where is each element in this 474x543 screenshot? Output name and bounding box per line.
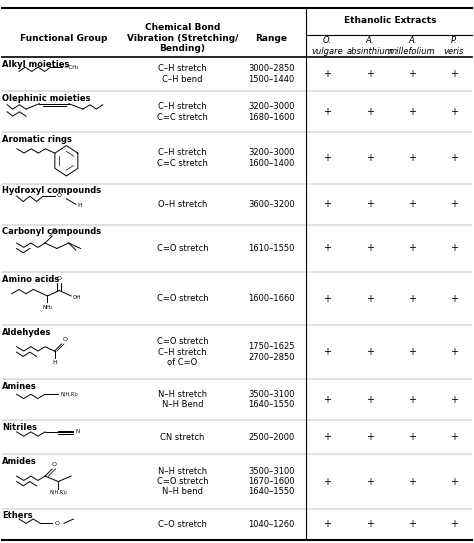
Text: +: +: [366, 294, 374, 304]
Text: O.
vulgare: O. vulgare: [311, 36, 343, 56]
Text: +: +: [323, 294, 331, 304]
Text: +: +: [323, 477, 331, 487]
Text: +: +: [323, 107, 331, 117]
Text: C–O stretch: C–O stretch: [158, 520, 207, 529]
Text: N(H,R)₂: N(H,R)₂: [60, 392, 78, 397]
Text: +: +: [409, 395, 416, 405]
Text: +: +: [366, 199, 374, 209]
Text: O: O: [55, 521, 60, 526]
Text: A.
millefolium: A. millefolium: [389, 36, 436, 56]
Text: 1600–1660: 1600–1660: [248, 294, 295, 303]
Text: +: +: [323, 432, 331, 443]
Text: O: O: [52, 462, 57, 467]
Text: H: H: [77, 204, 82, 209]
Text: 3600–3200: 3600–3200: [248, 200, 295, 209]
Text: +: +: [450, 520, 458, 529]
Text: +: +: [366, 153, 374, 163]
Text: +: +: [323, 69, 331, 79]
Text: +: +: [450, 477, 458, 487]
Text: +: +: [323, 153, 331, 163]
Text: O: O: [57, 276, 62, 281]
Text: +: +: [366, 395, 374, 405]
Text: +: +: [323, 243, 331, 254]
Text: A.
absinthium: A. absinthium: [346, 36, 393, 56]
Text: +: +: [409, 153, 416, 163]
Text: Amino acids: Amino acids: [2, 275, 60, 284]
Text: +: +: [366, 477, 374, 487]
Text: N–H stretch
N–H Bend: N–H stretch N–H Bend: [158, 390, 207, 409]
Text: Amines: Amines: [2, 382, 37, 391]
Text: C=O stretch: C=O stretch: [157, 244, 208, 253]
Text: +: +: [450, 432, 458, 443]
Text: 1040–1260: 1040–1260: [248, 520, 294, 529]
Text: +: +: [323, 347, 331, 357]
Text: Ethanolic Extracts: Ethanolic Extracts: [344, 16, 436, 26]
Text: C–H stretch
C–H bend: C–H stretch C–H bend: [158, 65, 207, 84]
Text: Aromatic rings: Aromatic rings: [2, 135, 72, 144]
Text: P.
veris: P. veris: [444, 36, 464, 56]
Text: +: +: [366, 243, 374, 254]
Text: +: +: [409, 520, 416, 529]
Text: CN stretch: CN stretch: [160, 433, 205, 442]
Text: N(H,R)₂: N(H,R)₂: [49, 490, 67, 495]
Text: Alkyl moieties: Alkyl moieties: [2, 60, 70, 69]
Text: +: +: [409, 107, 416, 117]
Text: Nitriles: Nitriles: [2, 423, 37, 432]
Text: 1750–1625
2700–2850: 1750–1625 2700–2850: [248, 343, 295, 362]
Text: +: +: [366, 432, 374, 443]
Text: +: +: [450, 107, 458, 117]
Text: 3200–3000
1600–1400: 3200–3000 1600–1400: [248, 148, 295, 168]
Text: O: O: [52, 228, 57, 233]
Text: H: H: [52, 360, 57, 365]
Text: —CH₃: —CH₃: [64, 65, 80, 70]
Text: +: +: [409, 347, 416, 357]
Text: +: +: [409, 69, 416, 79]
Text: +: +: [450, 347, 458, 357]
Text: +: +: [409, 477, 416, 487]
Text: +: +: [450, 153, 458, 163]
Text: C=O stretch: C=O stretch: [157, 294, 208, 303]
Text: +: +: [450, 199, 458, 209]
Text: OH: OH: [73, 295, 81, 300]
Text: O–H stretch: O–H stretch: [158, 200, 207, 209]
Text: +: +: [450, 395, 458, 405]
Text: Functional Group: Functional Group: [20, 34, 108, 42]
Text: Aldehydes: Aldehydes: [2, 328, 52, 337]
Text: C–H stretch
C=C stretch: C–H stretch C=C stretch: [157, 148, 208, 168]
Text: C–H stretch
C=C stretch: C–H stretch C=C stretch: [157, 102, 208, 122]
Text: +: +: [409, 294, 416, 304]
Text: +: +: [409, 199, 416, 209]
Text: 3000–2850
1500–1440: 3000–2850 1500–1440: [248, 65, 295, 84]
Text: N–H stretch
C=O stretch
N–H bend: N–H stretch C=O stretch N–H bend: [157, 466, 208, 496]
Text: +: +: [323, 395, 331, 405]
Text: Amides: Amides: [2, 457, 37, 466]
Text: C=O stretch
C–H stretch
of C=O: C=O stretch C–H stretch of C=O: [157, 337, 208, 367]
Text: O: O: [63, 337, 67, 342]
Text: +: +: [450, 294, 458, 304]
Text: +: +: [409, 243, 416, 254]
Text: 3200–3000
1680–1600: 3200–3000 1680–1600: [248, 102, 295, 122]
Text: Hydroxyl compounds: Hydroxyl compounds: [2, 186, 101, 195]
Text: +: +: [450, 69, 458, 79]
Text: Olephinic moieties: Olephinic moieties: [2, 94, 91, 103]
Text: +: +: [366, 347, 374, 357]
Text: +: +: [366, 520, 374, 529]
Text: Ethers: Ethers: [2, 512, 33, 520]
Text: 3500–3100
1670–1600
1640–1550: 3500–3100 1670–1600 1640–1550: [248, 466, 295, 496]
Text: Chemical Bond
Vibration (Stretching/
Bending): Chemical Bond Vibration (Stretching/ Ben…: [127, 23, 238, 53]
Text: Range: Range: [255, 34, 287, 42]
Text: 1610–1550: 1610–1550: [248, 244, 294, 253]
Text: +: +: [323, 520, 331, 529]
Text: N: N: [75, 430, 80, 434]
Text: +: +: [409, 432, 416, 443]
Text: 3500–3100
1640–1550: 3500–3100 1640–1550: [248, 390, 295, 409]
Text: NH₂: NH₂: [42, 305, 53, 311]
Text: +: +: [366, 69, 374, 79]
Text: 2500–2000: 2500–2000: [248, 433, 294, 442]
Text: +: +: [323, 199, 331, 209]
Text: +: +: [366, 107, 374, 117]
Text: Carbonyl compounds: Carbonyl compounds: [2, 228, 101, 236]
Text: +: +: [450, 243, 458, 254]
Text: O: O: [57, 193, 62, 198]
